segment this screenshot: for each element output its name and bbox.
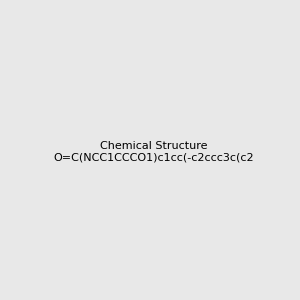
Text: Chemical Structure
O=C(NCC1CCCO1)c1cc(-c2ccc3c(c2: Chemical Structure O=C(NCC1CCCO1)c1cc(-c… [53,141,254,162]
